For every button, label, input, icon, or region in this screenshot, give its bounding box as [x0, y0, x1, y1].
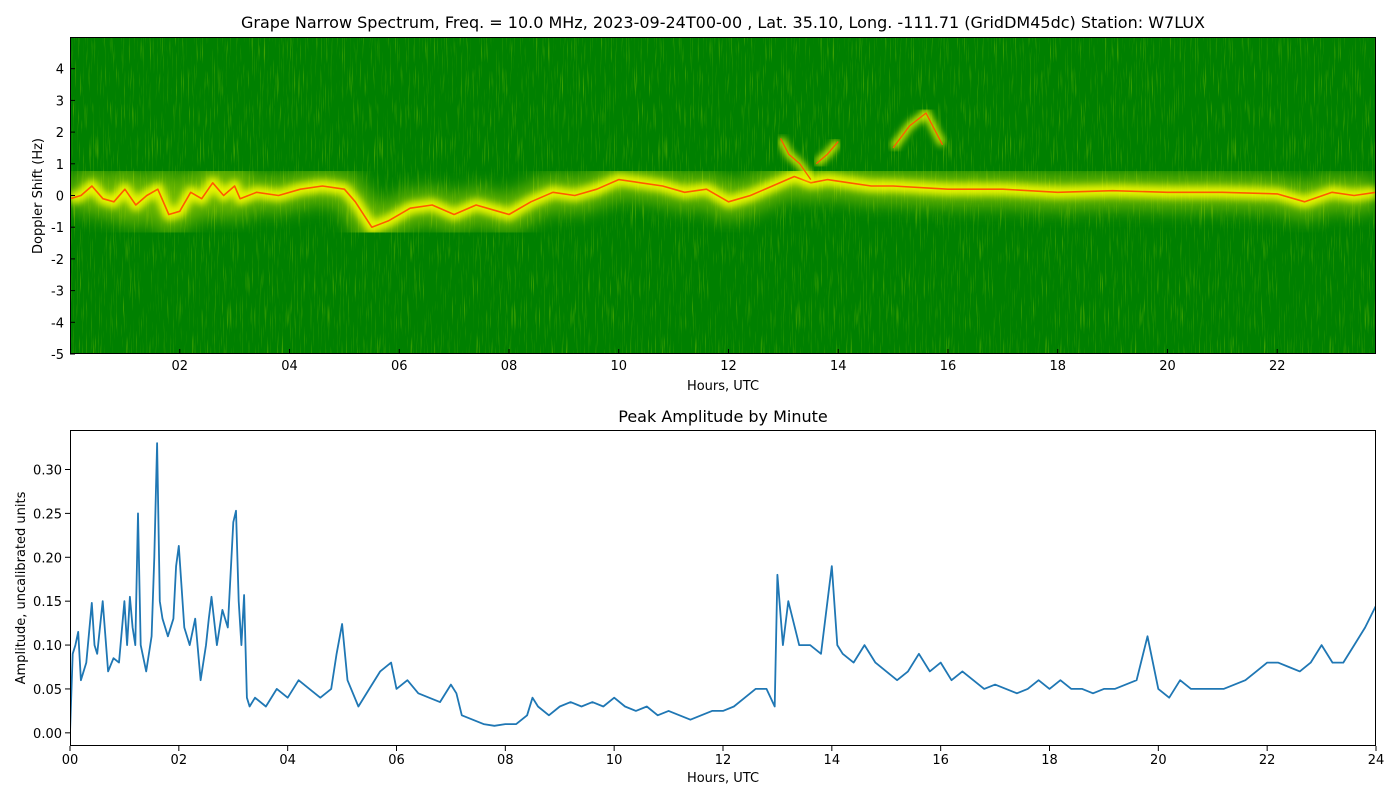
- amplitude-y-tick-label: 0.30: [33, 464, 62, 479]
- amplitude-x-tick-label: 10: [606, 753, 623, 768]
- spectrum-x-tick-label: 16: [940, 359, 957, 374]
- amplitude-y-tick-label: 0.15: [33, 595, 62, 610]
- amplitude-x-tick-label: 14: [824, 753, 841, 768]
- spectrum-x-tick-label: 12: [720, 359, 737, 374]
- spectrum-y-tick-label: -4: [51, 316, 64, 331]
- spectrum-x-tick-label: 18: [1049, 359, 1066, 374]
- amplitude-x-tick-label: 06: [388, 753, 405, 768]
- spectrum-x-tick-label: 10: [610, 359, 627, 374]
- secondary-trace-1: [815, 141, 839, 165]
- spectrum-x-axis: 02 04 06 08 10 12 14 16 18 20 22: [171, 349, 1286, 374]
- amplitude-x-tick-label: 20: [1150, 753, 1167, 768]
- spectrum-x-tick-label: 08: [501, 359, 518, 374]
- amplitude-series-line: [70, 442, 1376, 733]
- secondary-trace-0: [780, 138, 812, 180]
- spectrum-y-tick-label: -3: [51, 285, 64, 300]
- spectrum-title: Grape Narrow Spectrum, Freq. = 10.0 MHz,…: [241, 13, 1205, 32]
- spectrum-x-tick-label: 14: [830, 359, 847, 374]
- amplitude-x-label: Hours, UTC: [687, 771, 759, 786]
- amplitude-x-tick-label: 04: [279, 753, 296, 768]
- amplitude-x-tick-label: 08: [497, 753, 514, 768]
- amplitude-x-axis: 00 02 04 06 08 10 12 14 16 18 20 22 24: [62, 746, 1385, 768]
- amplitude-y-tick-label: 0.20: [33, 551, 62, 566]
- amplitude-x-tick-label: 02: [171, 753, 188, 768]
- amplitude-y-tick-label: 0.25: [33, 507, 62, 522]
- spectrum-y-tick-label: 1: [56, 158, 64, 173]
- amplitude-y-tick-label: 0.10: [33, 639, 62, 654]
- amplitude-plot-area: [70, 442, 1376, 733]
- amplitude-x-tick-label: 12: [715, 753, 732, 768]
- spectrum-y-tick-label: -1: [51, 221, 64, 236]
- spectrum-y-tick-label: 2: [56, 126, 64, 141]
- spectrum-y-axis: -5 -4 -3 -2 -1 0 1 2 3 4: [51, 63, 75, 363]
- amplitude-y-tick-label: 0.00: [33, 727, 62, 742]
- spectrum-plot-area: [70, 37, 1376, 354]
- spectrum-x-tick-label: 20: [1159, 359, 1176, 374]
- spectrum-x-tick-label: 02: [171, 359, 188, 374]
- spectrum-y-tick-label: 3: [56, 94, 64, 109]
- amplitude-x-tick-label: 24: [1368, 753, 1385, 768]
- amplitude-y-tick-label: 0.05: [33, 683, 62, 698]
- amplitude-x-tick-label: 16: [932, 753, 949, 768]
- amplitude-x-tick-label: 22: [1259, 753, 1276, 768]
- spectrum-x-label: Hours, UTC: [687, 379, 759, 394]
- amplitude-x-tick-label: 18: [1041, 753, 1058, 768]
- spectrum-y-tick-label: -2: [51, 253, 64, 268]
- spectrum-y-tick-label: 4: [56, 63, 64, 78]
- spectrum-y-tick-label: 0: [56, 190, 64, 205]
- amplitude-y-axis: 0.00 0.05 0.10 0.15 0.20 0.25 0.30: [33, 464, 70, 742]
- secondary-trace-2: [892, 112, 944, 149]
- amplitude-title: Peak Amplitude by Minute: [618, 407, 828, 426]
- spectrum-x-tick-label: 04: [281, 359, 298, 374]
- spectrum-y-tick-label: -5: [51, 348, 64, 363]
- spectrum-trace-layer: [70, 107, 1376, 234]
- doppler-trace: [70, 175, 1376, 228]
- amplitude-y-label: Amplitude, uncalibrated units: [14, 491, 29, 684]
- amplitude-x-tick-label: 00: [62, 753, 79, 768]
- spectrum-x-tick-label: 22: [1269, 359, 1286, 374]
- amplitude-frame: [70, 430, 1376, 746]
- spectrum-x-tick-label: 06: [391, 359, 408, 374]
- spectrum-y-label: Doppler Shift (Hz): [31, 138, 46, 254]
